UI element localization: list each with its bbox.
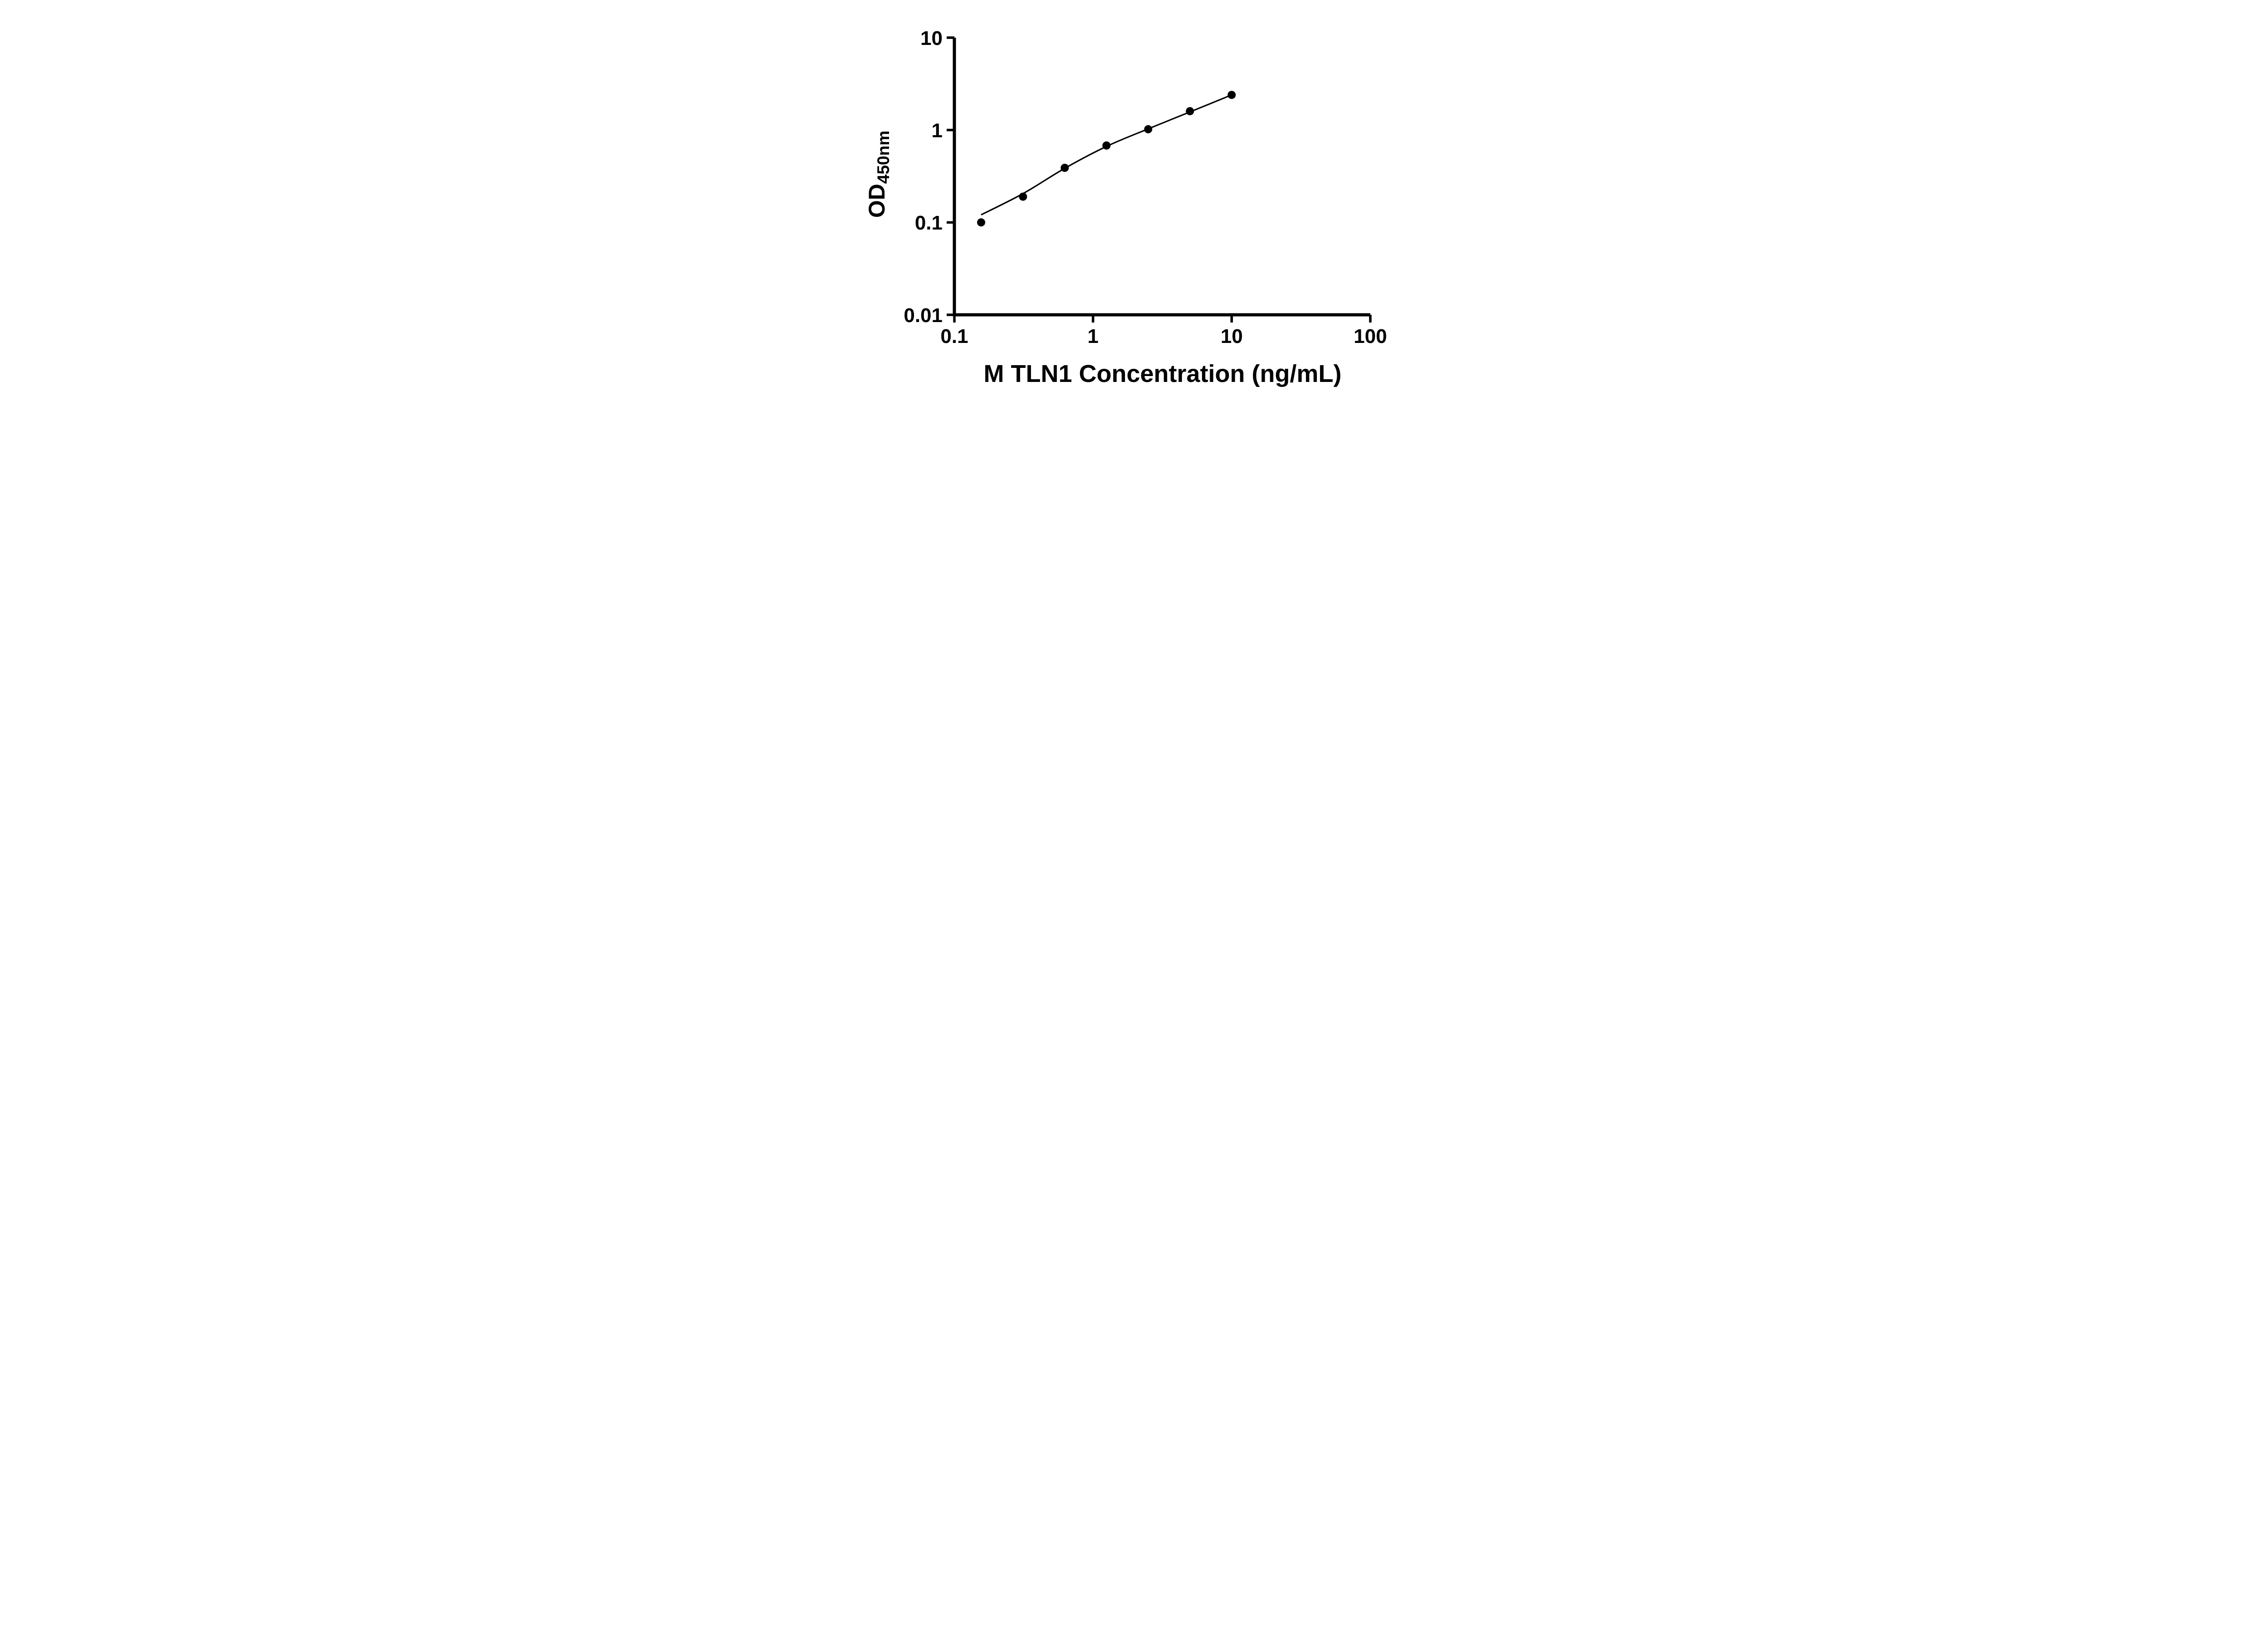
x-tick-label: 10 — [1221, 325, 1243, 347]
data-point — [977, 218, 985, 227]
x-tick-label: 0.1 — [940, 325, 968, 347]
y-axis-title-main: OD — [864, 184, 890, 218]
data-point — [1061, 164, 1069, 172]
x-tick-label: 100 — [1354, 325, 1387, 347]
data-point — [1144, 125, 1153, 133]
data-point — [1102, 141, 1111, 150]
y-tick-label: 10 — [920, 27, 943, 49]
y-tick-label: 1 — [932, 120, 943, 142]
x-axis-title: M TLN1 Concentration (ng/mL) — [984, 360, 1342, 387]
y-tick-label: 0.01 — [904, 304, 943, 327]
standard-curve-figure: 10 1 0.1 0.01 0.1 1 10 100 M TLN1 Concentration… — [843, 0, 1425, 408]
fit-curve — [981, 94, 1232, 215]
y-tick-label: 0.1 — [915, 212, 943, 234]
y-axis-title: OD450nm — [864, 131, 893, 218]
series-layer — [977, 91, 1236, 227]
axis-lines — [953, 38, 1370, 317]
data-point — [1227, 91, 1236, 99]
data-point — [1186, 107, 1194, 116]
x-tick-label: 1 — [1087, 325, 1098, 347]
data-point — [1019, 192, 1027, 201]
y-axis-title-sub: 450nm — [874, 131, 893, 184]
